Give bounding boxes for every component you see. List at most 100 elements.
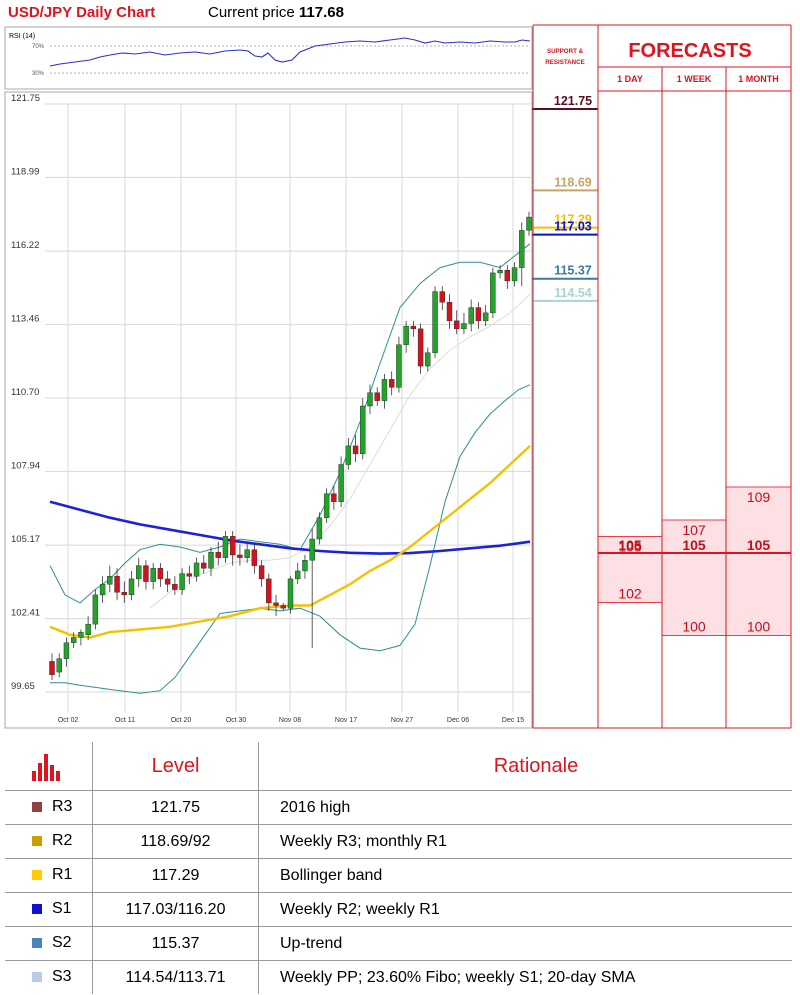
price-grid: [4, 91, 533, 729]
candle-body: [497, 270, 503, 274]
candle: [237, 544, 243, 566]
level-name-cell: S3: [5, 960, 93, 994]
sr-title: RESISTANCE: [545, 59, 584, 66]
candle: [150, 562, 156, 590]
level-name: R3: [52, 798, 73, 816]
candle-body: [114, 576, 120, 593]
candle-body: [511, 267, 518, 282]
level-value: 115.37: [92, 926, 259, 961]
candle-body: [215, 552, 221, 558]
x-tick-label: Oct 11: [115, 717, 135, 724]
rsi-label: RSI (14): [9, 33, 35, 40]
level-value: 117.03/116.20: [92, 892, 259, 927]
forecast-current-label: 105: [682, 537, 706, 553]
level-value: 121.75: [92, 790, 259, 825]
support-resistance-column: SUPPORT & RESISTANCE 121.75 118.69 117.29117…: [532, 48, 598, 302]
indicator-overlays: [49, 243, 531, 694]
candle-body: [193, 562, 200, 577]
candle: [201, 554, 207, 574]
y-tick-label: 105.17: [11, 534, 40, 545]
level-name: S1: [52, 900, 72, 918]
level-row-s1: S1 117.03/116.20 Weekly R2; weekly R1: [5, 892, 792, 927]
candle-body: [85, 623, 91, 635]
candle-body: [482, 312, 489, 322]
header-level: Level: [92, 742, 259, 791]
candle: [432, 286, 438, 359]
levels-table-body: R3 121.75 2016 high R2 118.69/92 Weekly R3; m…: [5, 790, 792, 994]
candle-body: [136, 565, 142, 580]
bollinger-upper: [49, 243, 531, 604]
candle: [92, 589, 99, 630]
candle: [417, 323, 424, 375]
level-color-swatch: [32, 836, 42, 847]
level-color-swatch: [32, 904, 42, 915]
candle: [121, 581, 127, 603]
price-frame: [4, 91, 533, 729]
y-tick-label: 99.65: [11, 681, 35, 692]
candle: [374, 387, 380, 406]
candle: [461, 312, 467, 335]
forecast-range: [725, 486, 792, 636]
sma-200-line: [49, 500, 531, 555]
candle-body: [425, 352, 431, 367]
candle: [425, 347, 431, 372]
candle-body: [352, 445, 359, 455]
candle: [85, 616, 91, 641]
candle-body: [229, 536, 236, 556]
candle: [338, 456, 344, 508]
rsi-frame: [4, 26, 533, 90]
candle-body: [49, 661, 55, 675]
candle: [56, 653, 62, 678]
candle: [273, 594, 279, 617]
level-row-s2: S2 115.37 Up-trend: [5, 926, 792, 961]
candle: [468, 299, 474, 332]
candle-body: [208, 552, 214, 569]
level-name-cell: R1: [5, 858, 93, 893]
candle-body: [92, 594, 99, 625]
candle-body: [461, 323, 467, 330]
candle-body: [128, 578, 135, 596]
candle: [78, 629, 84, 646]
candle: [128, 570, 135, 601]
level-name-cell: S1: [5, 892, 93, 927]
x-tick-label: Oct 20: [171, 717, 192, 724]
level-rationale: Weekly PP; 23.60% Fibo; weekly S1; 20-da…: [258, 960, 792, 994]
x-tick-label: Dec 15: [502, 717, 524, 724]
y-tick-label: 116.22: [11, 240, 39, 251]
candle: [251, 544, 258, 574]
y-tick-label: 110.70: [11, 387, 39, 398]
candle: [302, 554, 308, 579]
sr-level-label: 117.29: [554, 213, 592, 227]
candle-body: [526, 216, 532, 231]
candle: [164, 570, 171, 593]
candle-body: [273, 602, 279, 606]
candles: [49, 211, 532, 681]
candle: [511, 262, 518, 287]
candle-body: [164, 578, 171, 585]
x-tick-label: Nov 17: [335, 717, 357, 724]
y-tick-label: 102.41: [11, 608, 40, 619]
y-tick-label: 107.94: [11, 460, 40, 471]
level-color-swatch: [32, 870, 42, 881]
candle-body: [381, 379, 388, 401]
candle-body: [403, 325, 409, 345]
candle: [70, 632, 77, 649]
forecast-column-header: 1 MONTH: [738, 74, 779, 84]
rsi-level-30: 30%: [32, 71, 45, 77]
candle-body: [295, 570, 301, 580]
candle: [316, 512, 323, 545]
forecast-low-label: 102: [618, 586, 642, 602]
candle: [396, 336, 402, 393]
candlestick-chart: RSI (14)70%30% 121.75118.99116.22113.461…: [4, 24, 792, 729]
forecast-current-label: 105: [618, 537, 642, 553]
candle-body: [280, 605, 286, 609]
candle-body: [63, 642, 70, 659]
level-rationale: 2016 high: [258, 790, 792, 825]
x-tick-label: Oct 02: [58, 717, 79, 724]
sr-level-label: 115.37: [554, 264, 592, 278]
x-tick-label: Dec 06: [447, 717, 469, 724]
candle: [157, 562, 164, 587]
candle: [331, 485, 337, 510]
candle: [143, 560, 149, 590]
